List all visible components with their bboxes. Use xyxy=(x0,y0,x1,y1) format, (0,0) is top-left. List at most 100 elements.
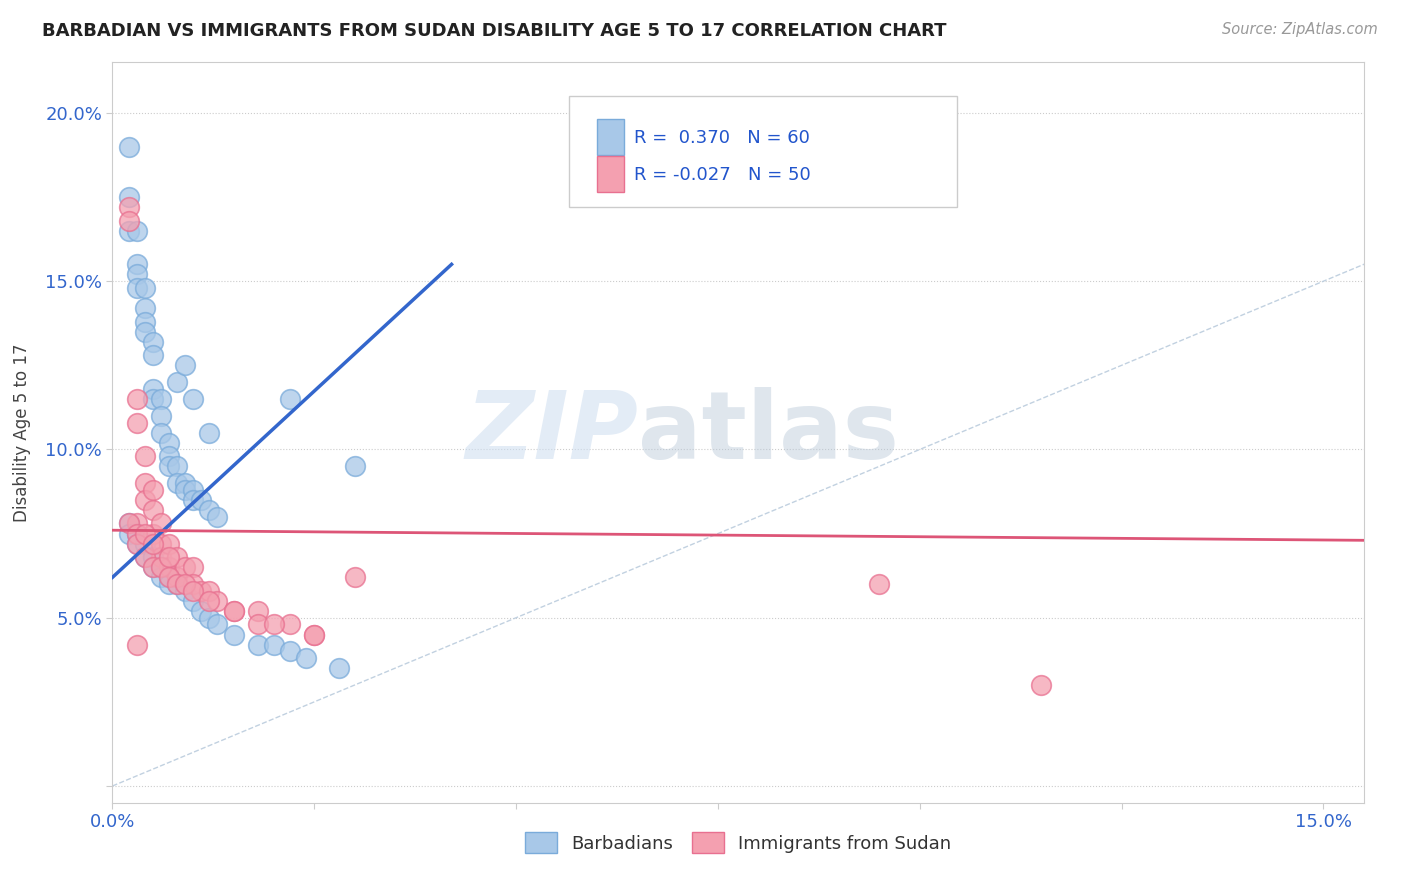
Point xyxy=(198,503,221,517)
Point xyxy=(117,190,139,204)
Point xyxy=(149,425,172,440)
Text: atlas: atlas xyxy=(638,386,898,479)
Point xyxy=(117,200,139,214)
Bar xyxy=(596,120,624,155)
Point xyxy=(190,604,212,618)
Point xyxy=(181,483,204,497)
Point xyxy=(190,492,212,507)
Point xyxy=(149,536,172,550)
Point xyxy=(263,638,285,652)
Point xyxy=(149,516,172,531)
Text: R = -0.027   N = 50: R = -0.027 N = 50 xyxy=(634,166,811,184)
Point xyxy=(142,334,165,349)
Point xyxy=(222,604,245,618)
Point xyxy=(149,392,172,406)
Point xyxy=(157,570,180,584)
Point xyxy=(157,459,180,474)
Point xyxy=(117,213,139,227)
Point xyxy=(125,268,148,282)
Point xyxy=(174,476,197,491)
Point xyxy=(181,392,204,406)
Point xyxy=(117,526,139,541)
Point xyxy=(125,536,148,550)
Point xyxy=(222,627,245,641)
Point xyxy=(181,560,204,574)
Point xyxy=(343,570,366,584)
Point xyxy=(174,577,197,591)
Point xyxy=(181,583,204,598)
Point xyxy=(246,638,269,652)
Text: ZIP: ZIP xyxy=(465,386,638,479)
Point xyxy=(157,536,180,550)
Point xyxy=(207,594,229,608)
Point xyxy=(142,550,165,565)
Point xyxy=(149,560,172,574)
Y-axis label: Disability Age 5 to 17: Disability Age 5 to 17 xyxy=(13,343,31,522)
Point xyxy=(166,375,188,389)
Point xyxy=(134,476,156,491)
Point xyxy=(134,325,156,339)
Point xyxy=(157,550,180,565)
Point xyxy=(198,583,221,598)
Point xyxy=(157,435,180,450)
Point xyxy=(304,627,326,641)
Point xyxy=(198,425,221,440)
Point xyxy=(149,570,172,584)
Point xyxy=(117,224,139,238)
Point xyxy=(222,604,245,618)
Point xyxy=(246,617,269,632)
Point xyxy=(157,449,180,463)
Point xyxy=(181,577,204,591)
Point xyxy=(343,459,366,474)
Point xyxy=(117,516,139,531)
Point xyxy=(166,577,188,591)
Bar xyxy=(596,156,624,192)
Point xyxy=(134,550,156,565)
Point xyxy=(142,382,165,396)
Point xyxy=(142,348,165,362)
Point xyxy=(157,560,180,574)
Point xyxy=(125,281,148,295)
Point xyxy=(328,661,350,675)
Point xyxy=(295,651,318,665)
Point xyxy=(125,416,148,430)
Point xyxy=(174,359,197,373)
Point xyxy=(134,281,156,295)
Point xyxy=(166,550,188,565)
Point xyxy=(134,314,156,328)
Point xyxy=(174,560,197,574)
Point xyxy=(125,526,148,541)
Point xyxy=(278,644,301,658)
Point xyxy=(125,526,148,541)
Text: R =  0.370   N = 60: R = 0.370 N = 60 xyxy=(634,129,810,147)
Point xyxy=(149,560,172,574)
Point xyxy=(157,577,180,591)
Point xyxy=(868,577,890,591)
Point xyxy=(174,583,197,598)
Point xyxy=(198,610,221,624)
Point xyxy=(174,483,197,497)
Point xyxy=(198,594,221,608)
Point xyxy=(125,257,148,271)
Point xyxy=(166,577,188,591)
Point xyxy=(181,492,204,507)
Point xyxy=(181,594,204,608)
Point xyxy=(134,301,156,315)
Text: Source: ZipAtlas.com: Source: ZipAtlas.com xyxy=(1222,22,1378,37)
Point xyxy=(134,536,156,550)
Point xyxy=(142,503,165,517)
Point xyxy=(166,459,188,474)
Text: BARBADIAN VS IMMIGRANTS FROM SUDAN DISABILITY AGE 5 TO 17 CORRELATION CHART: BARBADIAN VS IMMIGRANTS FROM SUDAN DISAB… xyxy=(42,22,946,40)
Point xyxy=(142,392,165,406)
Point xyxy=(125,392,148,406)
Point xyxy=(207,617,229,632)
Point xyxy=(142,536,165,550)
Point xyxy=(117,516,139,531)
Point xyxy=(190,583,212,598)
Point xyxy=(149,550,172,565)
Legend: Barbadians, Immigrants from Sudan: Barbadians, Immigrants from Sudan xyxy=(517,825,959,861)
Point xyxy=(125,516,148,531)
Point xyxy=(166,570,188,584)
Point xyxy=(142,560,165,574)
Point xyxy=(157,570,180,584)
